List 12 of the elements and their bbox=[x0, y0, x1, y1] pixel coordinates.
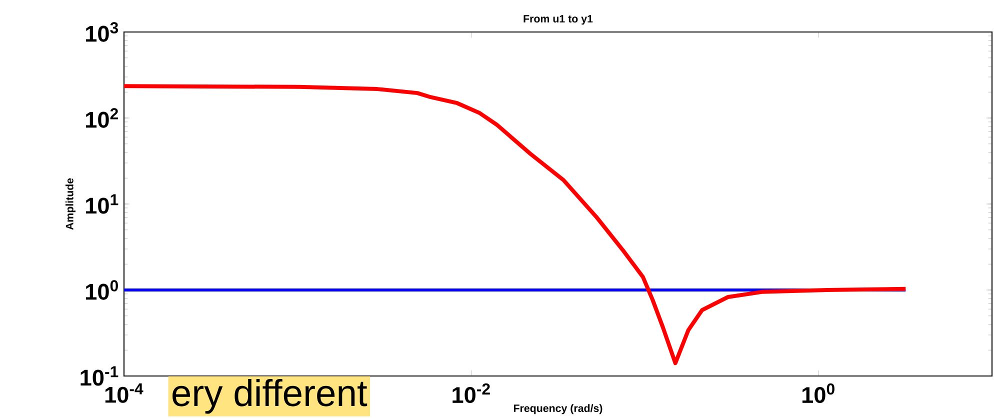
x-tick-label: 10$^{-2}$ bbox=[452, 383, 490, 404]
chart-title: From u1 to y1 bbox=[524, 15, 593, 25]
y-tick-label: 10$^{2}$ bbox=[86, 108, 118, 128]
text: ery different bbox=[172, 378, 368, 414]
x-tick-label: 10$^{0}$ bbox=[802, 383, 834, 404]
y-axis-title: Amplitude bbox=[66, 178, 76, 230]
y-tick-label: 10$^{0}$ bbox=[86, 280, 118, 300]
y-tick-label: 10$^{1}$ bbox=[86, 194, 118, 214]
y-tick-label: 10$^{3}$ bbox=[86, 22, 118, 42]
x-tick-label: 10$^{-4}$ bbox=[105, 383, 144, 403]
x-axis-title: Frequency (rad/s) bbox=[514, 404, 602, 414]
y-tick-label: 10$^{-1}$ bbox=[80, 366, 118, 386]
